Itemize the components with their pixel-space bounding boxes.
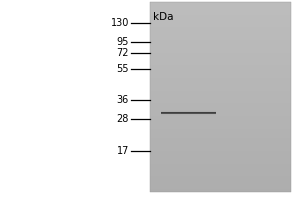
Bar [150, 144, 291, 148]
Bar [150, 62, 291, 65]
Bar [150, 14, 291, 18]
Bar [150, 40, 291, 43]
Bar [150, 128, 291, 132]
Bar [150, 132, 291, 135]
Bar [150, 97, 291, 100]
Bar [150, 56, 291, 59]
Bar [160, 111, 216, 112]
Bar [150, 68, 291, 72]
Bar [150, 2, 291, 192]
Bar [150, 166, 291, 170]
Bar [150, 157, 291, 160]
Bar [150, 189, 291, 192]
Bar [150, 59, 291, 62]
Bar [150, 52, 291, 56]
Bar [150, 103, 291, 106]
Bar [150, 138, 291, 141]
Bar [150, 65, 291, 68]
Bar [160, 115, 216, 116]
Text: kDa: kDa [153, 12, 173, 22]
Bar [150, 125, 291, 129]
Bar [150, 90, 291, 94]
Bar [160, 112, 216, 113]
Bar [150, 147, 291, 151]
Bar [150, 49, 291, 53]
Bar [160, 114, 216, 115]
Text: 95: 95 [117, 37, 129, 47]
Bar [150, 176, 291, 179]
Bar [150, 18, 291, 21]
Bar [150, 179, 291, 182]
Bar [150, 46, 291, 49]
Bar [150, 87, 291, 91]
Text: 17: 17 [117, 146, 129, 156]
Bar [160, 115, 216, 116]
Bar [150, 173, 291, 176]
Bar [150, 116, 291, 119]
Bar [150, 8, 291, 11]
Bar [150, 37, 291, 40]
Bar [160, 113, 216, 114]
Bar [150, 5, 291, 8]
Bar [150, 33, 291, 37]
Bar [160, 111, 216, 112]
Bar [150, 135, 291, 138]
Bar [150, 151, 291, 154]
Bar [150, 113, 291, 116]
Bar [160, 113, 216, 114]
Bar [150, 182, 291, 186]
Bar [150, 170, 291, 173]
Bar [150, 84, 291, 88]
Bar [150, 2, 291, 5]
Bar [150, 106, 291, 110]
Bar [150, 109, 291, 113]
Bar [150, 27, 291, 30]
Text: 36: 36 [117, 95, 129, 105]
Bar [150, 78, 291, 81]
Bar [160, 110, 216, 111]
Text: 55: 55 [116, 64, 129, 74]
Bar [150, 100, 291, 103]
Bar [150, 11, 291, 15]
Text: 130: 130 [111, 18, 129, 28]
Bar [150, 160, 291, 164]
Bar [150, 94, 291, 97]
Bar [150, 81, 291, 84]
Bar [150, 21, 291, 24]
Bar [150, 43, 291, 46]
Bar [150, 154, 291, 157]
Text: 72: 72 [116, 48, 129, 58]
Bar [150, 30, 291, 34]
Bar [150, 163, 291, 167]
Bar [160, 114, 216, 115]
Text: 28: 28 [117, 114, 129, 124]
Bar [150, 122, 291, 126]
Bar [160, 110, 216, 111]
Bar [150, 185, 291, 189]
Bar [150, 141, 291, 144]
Bar [150, 71, 291, 75]
Bar [150, 75, 291, 78]
Bar [150, 24, 291, 27]
Bar [160, 112, 216, 113]
Bar [150, 119, 291, 122]
